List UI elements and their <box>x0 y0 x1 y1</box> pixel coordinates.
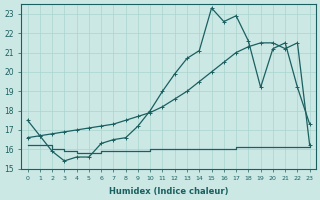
X-axis label: Humidex (Indice chaleur): Humidex (Indice chaleur) <box>109 187 228 196</box>
